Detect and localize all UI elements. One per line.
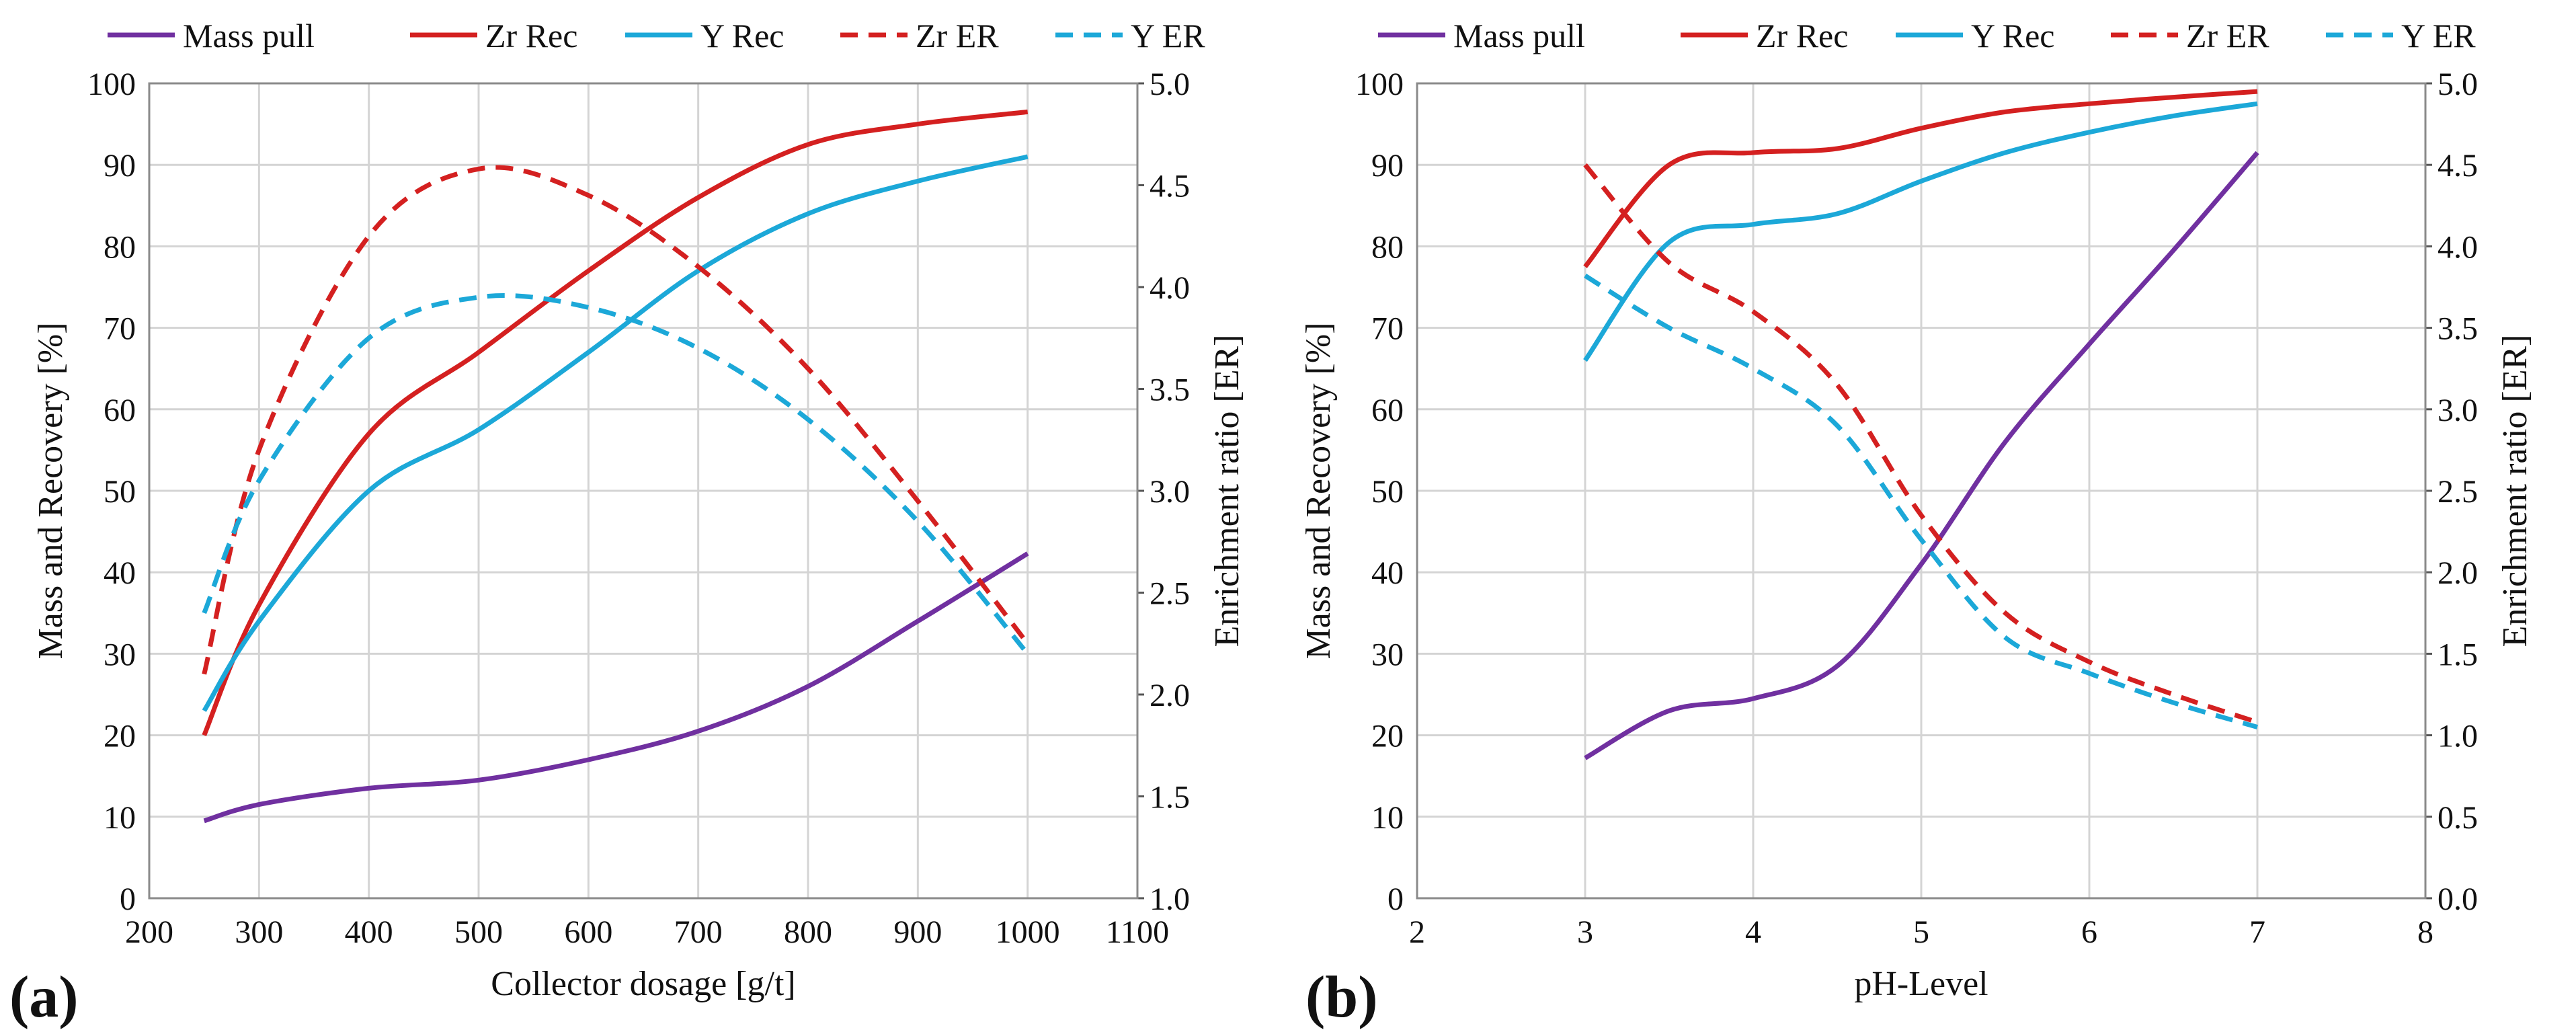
y2-tick-label: 5.0	[1150, 67, 1190, 102]
x-tick-label: 700	[674, 914, 723, 950]
x-tick-label: 7	[2249, 914, 2265, 950]
y-tick-label: 50	[1371, 474, 1404, 510]
legend: Mass pull Zr Rec Y Rec Zr ER Y ER	[1378, 17, 2476, 54]
y-tick-label: 60	[104, 393, 136, 428]
y-axis-label: Mass and Recovery [%]	[1299, 322, 1338, 659]
y2-tick-label: 4.0	[1150, 270, 1190, 306]
x-tick-label: 1000	[996, 914, 1060, 950]
y2-tick-label: 2.5	[2438, 474, 2478, 510]
y2-tick-label: 4.5	[2438, 148, 2478, 184]
y2-tick-label: 0.0	[2438, 881, 2478, 917]
y-tick-label: 80	[1371, 229, 1404, 265]
x-tick-label: 2	[1409, 914, 1425, 950]
y2-tick-label: 1.5	[1150, 780, 1190, 816]
y-tick-label: 20	[104, 719, 136, 754]
series-layer	[1583, 89, 2259, 760]
y-tick-label: 40	[1371, 555, 1404, 591]
axes-layer: 2 3 4 5 6 7 801020304050607080901000.00.51.01.…	[1355, 67, 2478, 950]
legend-label: Y ER	[1131, 17, 1205, 54]
x-tick-label: 4	[1745, 914, 1761, 950]
series-line-zr-rec	[1583, 89, 2258, 268]
y-tick-label: 20	[1371, 719, 1404, 754]
y2-tick-label: 1.0	[2438, 719, 2478, 754]
chart-panel-b: 2 3 4 5 6 7 801020304050607080901000.00.51.01.…	[1299, 17, 2534, 1030]
x-tick-label: 500	[454, 914, 503, 950]
series-line-zr-er	[202, 165, 1030, 675]
legend-label: Zr ER	[916, 17, 999, 54]
y-tick-label: 60	[1371, 393, 1404, 428]
y2-tick-label: 5.0	[2438, 67, 2478, 102]
y2-tick-label: 3.5	[2438, 311, 2478, 347]
y-tick-label: 0	[120, 881, 136, 917]
y-tick-label: 30	[1371, 637, 1404, 672]
y2-tick-label: 3.0	[1150, 474, 1190, 510]
legend-label: Y Rec	[1971, 17, 2055, 54]
x-tick-label: 900	[893, 914, 942, 950]
y2-tick-label: 2.5	[1150, 576, 1190, 612]
x-tick-label: 200	[125, 914, 173, 950]
y2-tick-label: 4.5	[1150, 169, 1190, 204]
legend-label: Y ER	[2401, 17, 2476, 54]
y2-tick-label: 3.5	[1150, 372, 1190, 408]
plot-area-frame	[1416, 82, 2427, 900]
y-tick-label: 10	[1371, 800, 1404, 836]
y-tick-label: 10	[104, 800, 136, 836]
y-tick-label: 80	[104, 229, 136, 265]
y-tick-label: 30	[104, 637, 136, 672]
y2-tick-label: 2.0	[2438, 555, 2478, 591]
y2-tick-label: 1.5	[2438, 637, 2478, 672]
series-line-zr-rec	[202, 109, 1029, 736]
x-tick-label: 400	[345, 914, 393, 950]
x-tick-label: 8	[2417, 914, 2433, 950]
x-tick-label: 800	[784, 914, 832, 950]
y-tick-label: 70	[104, 311, 136, 347]
y-tick-label: 70	[1371, 311, 1404, 347]
chart-panel-a: 200 300 400 500 600 700 800 900 1000 1100 0 10 20 30 4…	[9, 17, 1246, 1030]
y2-tick-label: 1.0	[1150, 881, 1190, 917]
y-tick-label: 100	[1355, 67, 1404, 102]
y-tick-label: 90	[1371, 148, 1404, 184]
series-line-y-rec	[202, 154, 1029, 713]
legend-label: Zr ER	[2186, 17, 2269, 54]
legend-label: Mass pull	[183, 17, 315, 54]
axes-layer: 200 300 400 500 600 700 800 900 1000 1100 0 10 20 30 4…	[87, 67, 1190, 950]
x-tick-label: 3	[1577, 914, 1593, 950]
y-tick-label: 0	[1387, 881, 1404, 917]
x-tick-label: 6	[2081, 914, 2097, 950]
plot-area-frame	[148, 82, 1139, 900]
y-tick-label: 50	[104, 474, 136, 510]
y2-tick-label: 4.0	[2438, 229, 2478, 265]
series-line-zr-er	[1583, 163, 2259, 725]
legend-label: Mass pull	[1453, 17, 1585, 54]
x-tick-label: 600	[564, 914, 612, 950]
panel-label: (b)	[1305, 965, 1378, 1030]
y2-axis-label: Enrichment ratio [ER]	[2496, 335, 2534, 647]
y2-tick-label: 3.0	[2438, 393, 2478, 428]
y-axis-label: Mass and Recovery [%]	[32, 322, 70, 659]
y2-tick-label: 2.0	[1150, 678, 1190, 713]
x-tick-label: 300	[235, 914, 283, 950]
legend: Mass pull Zr Rec Y Rec Zr ER Y ER	[108, 17, 1205, 54]
y2-axis-label: Enrichment ratio [ER]	[1208, 335, 1246, 647]
series-line-mass-pull	[203, 551, 1029, 824]
x-axis-label: pH-Level	[1854, 965, 1988, 1003]
series-line-y-rec	[1583, 101, 2258, 362]
y-tick-label: 100	[87, 67, 136, 102]
panel-label: (a)	[9, 965, 79, 1030]
legend-label: Zr Rec	[1756, 17, 1848, 54]
x-tick-label: 5	[1913, 914, 1929, 950]
legend-label: Y Rec	[700, 17, 784, 54]
y-tick-label: 90	[104, 148, 136, 184]
x-axis-label: Collector dosage [g/t]	[491, 965, 795, 1003]
series-line-mass-pull	[1584, 151, 2259, 760]
series-line-y-er	[1584, 274, 2258, 729]
x-tick-label: 1100	[1106, 914, 1169, 950]
series-layer	[202, 109, 1030, 824]
y-tick-label: 40	[104, 555, 136, 591]
legend-label: Zr Rec	[485, 17, 577, 54]
y2-tick-label: 0.5	[2438, 800, 2478, 836]
